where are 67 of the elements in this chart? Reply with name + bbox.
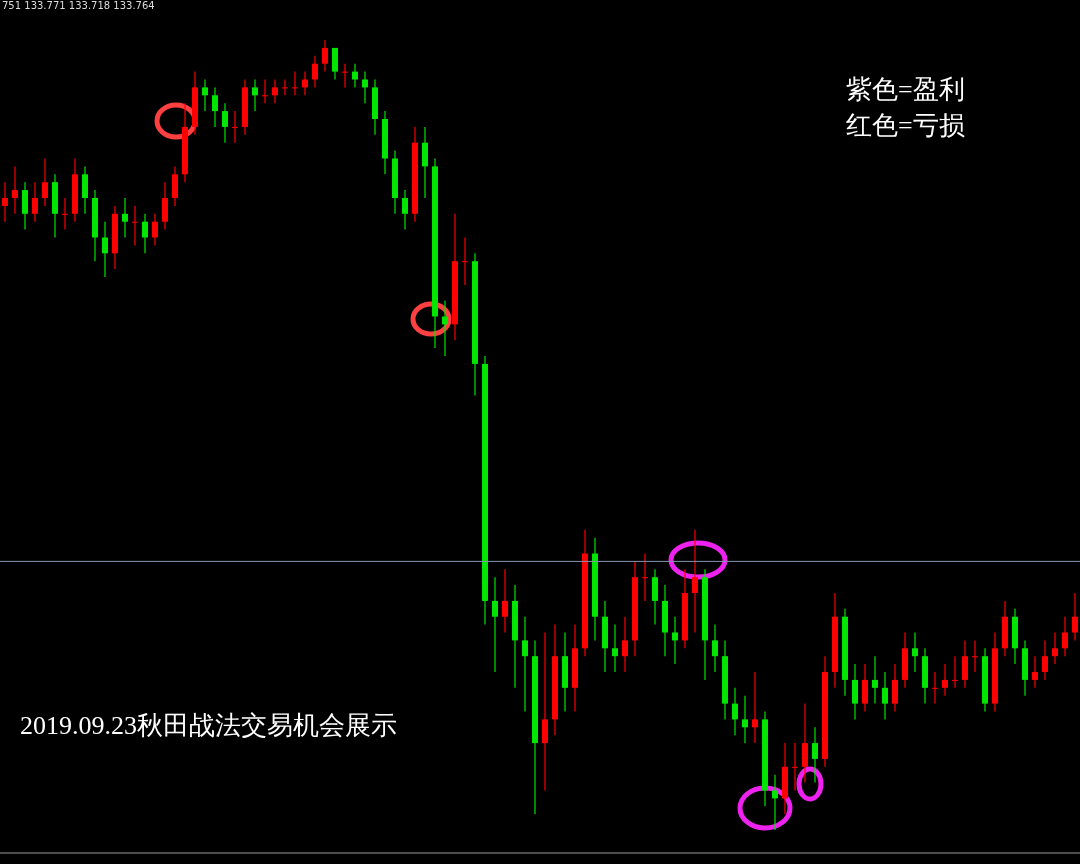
annotation: 紫色=盈利: [846, 74, 965, 106]
candlestick: [162, 181, 168, 231]
candlestick: [932, 671, 938, 705]
candlestick: [402, 189, 408, 231]
candlestick: [502, 568, 508, 634]
candlestick: [262, 78, 268, 104]
candlestick: [542, 631, 548, 792]
annotation: 2019.09.23秋田战法交易机会展示: [20, 710, 397, 742]
candlestick: [652, 568, 658, 626]
candlestick: [622, 616, 628, 673]
candlestick: [692, 529, 698, 634]
candlestick: [22, 181, 28, 231]
candlestick: [912, 631, 918, 673]
candlestick: [212, 86, 218, 128]
candlestick: [122, 197, 128, 239]
candlestick: [892, 663, 898, 713]
candlestick: [102, 221, 108, 278]
candlestick: [752, 671, 758, 744]
candlestick: [462, 236, 468, 286]
candlestick: [1042, 639, 1048, 681]
candlestick: [352, 63, 358, 88]
candlestick: [812, 726, 818, 784]
candlestick: [142, 213, 148, 254]
candlestick: [132, 205, 138, 246]
candlestick: [642, 552, 648, 602]
candlestick: [942, 663, 948, 697]
candlestick: [962, 639, 968, 689]
candlestick: [952, 655, 958, 689]
candlestick: [312, 55, 318, 88]
candlestick: [222, 102, 228, 144]
candlestick: [612, 624, 618, 673]
candlestick: [1032, 655, 1038, 689]
candlestick: [972, 639, 978, 673]
text: 751 133.771 133.718 133.764: [2, 0, 155, 11]
candlestick: [422, 126, 428, 199]
candlestick: [522, 616, 528, 713]
candlestick: [32, 181, 38, 223]
candlestick: [82, 165, 88, 215]
candlestick: [42, 157, 48, 207]
candlestick: [232, 110, 238, 144]
candlestick: [202, 78, 208, 112]
candlestick: [1062, 616, 1068, 657]
candlestick: [1072, 592, 1078, 641]
candlestick: [322, 40, 328, 73]
candlestick: [712, 624, 718, 673]
candlestick: [252, 78, 258, 112]
candlestick: [872, 655, 878, 705]
candlestick: [882, 671, 888, 720]
candlestick: [272, 78, 278, 104]
candlestick: [152, 213, 158, 246]
candlestick: [292, 71, 298, 96]
candlestick: [792, 742, 798, 792]
candlestick: [282, 78, 288, 96]
candlestick: [2, 181, 8, 223]
candlestick: [12, 165, 18, 215]
candlestick: [1052, 631, 1058, 665]
candlestick: [742, 695, 748, 744]
candlestick: [342, 63, 348, 88]
candlestick: [62, 197, 68, 231]
candlestick: [802, 703, 808, 784]
candlestick: [492, 576, 498, 673]
candlestick: [172, 165, 178, 207]
candlestick: [732, 687, 738, 736]
candlestick: [862, 663, 868, 713]
candlestick: [852, 663, 858, 720]
candlestick: [332, 47, 338, 81]
annotation: 红色=亏损: [846, 110, 965, 142]
